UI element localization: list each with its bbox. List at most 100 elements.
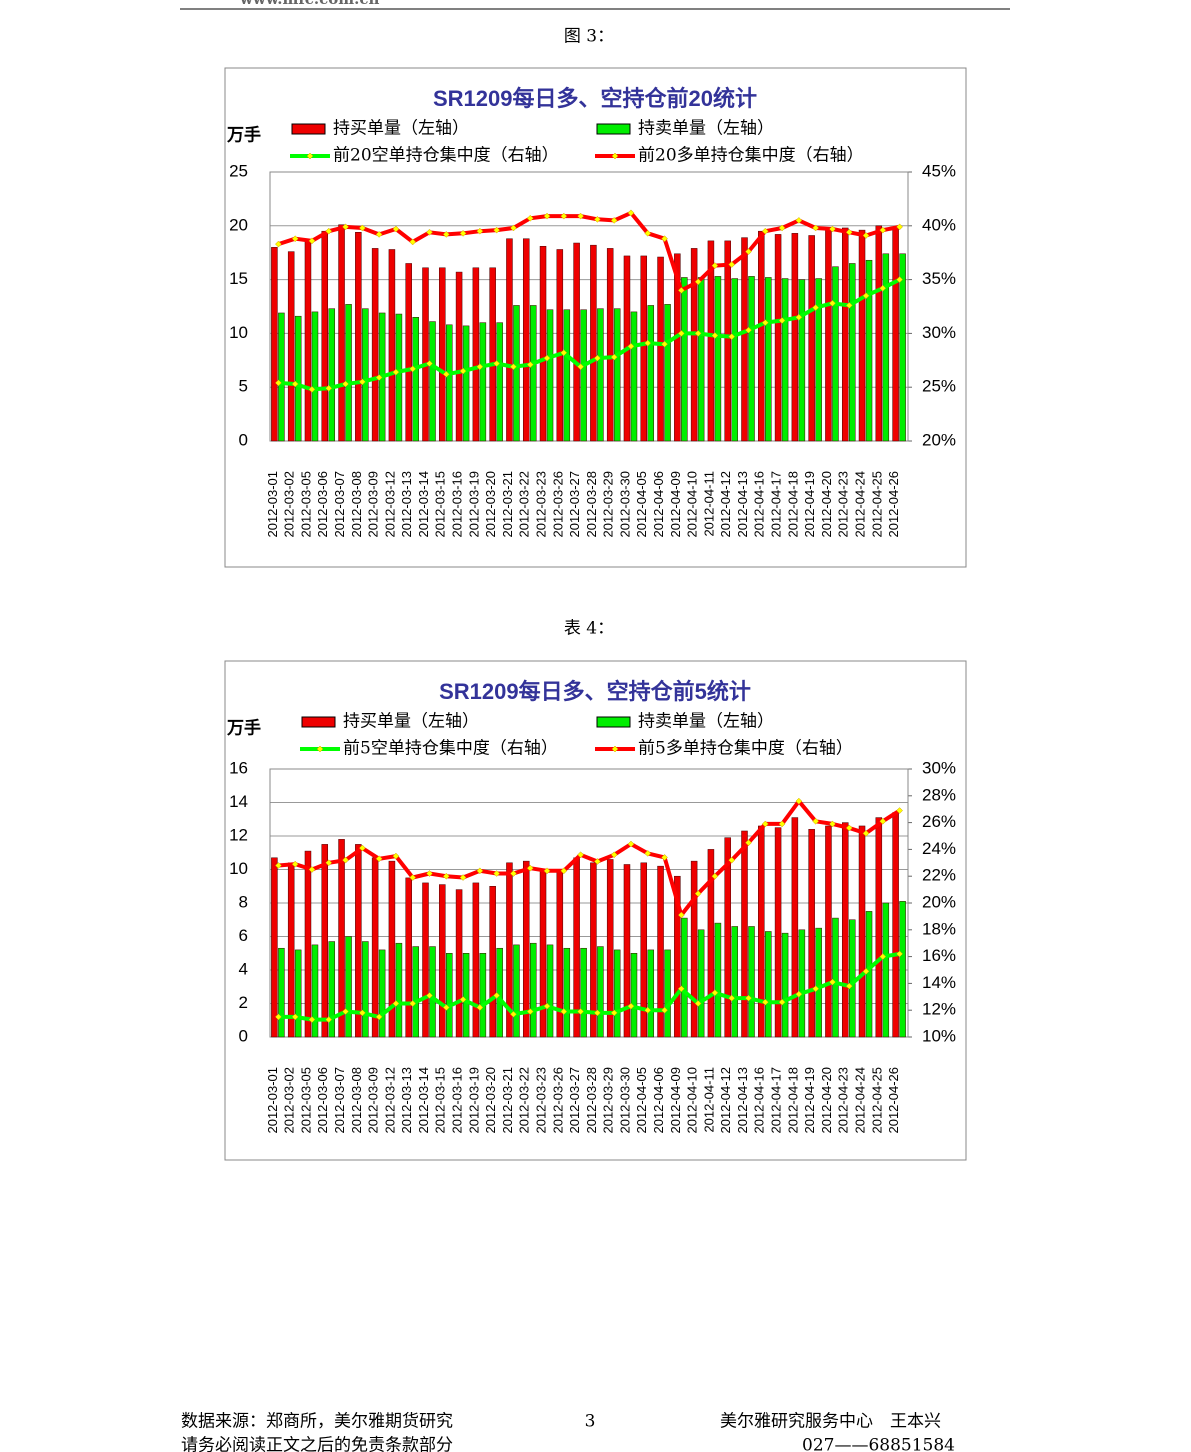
bar — [546, 944, 554, 1038]
line-marker — [728, 333, 736, 340]
bar — [597, 946, 604, 1038]
line-marker — [795, 797, 803, 805]
line-marker — [358, 378, 366, 386]
bar — [529, 942, 537, 1038]
line-marker — [543, 212, 551, 220]
line-marker — [627, 840, 635, 848]
line-marker — [375, 374, 383, 381]
y-tick-label: 15 — [229, 269, 248, 288]
bar — [479, 322, 487, 442]
x-tick-label: 2012-03-23 — [533, 1067, 548, 1134]
line-marker — [677, 287, 685, 294]
line-marker — [476, 363, 484, 371]
y-tick-label: 2 — [239, 993, 248, 1012]
x-tick-label: 2012-03-15 — [433, 471, 448, 538]
x-tick-label: 2012-04-19 — [802, 1067, 817, 1134]
bar — [405, 877, 412, 1038]
line-marker — [812, 224, 820, 232]
line-marker — [745, 839, 752, 847]
line-marker — [711, 989, 719, 997]
line-marker — [879, 817, 887, 825]
line-marker — [442, 370, 450, 378]
x-tick-label: 2012-03-02 — [282, 471, 297, 538]
line-marker — [308, 1016, 316, 1023]
y2-tick-label: 45% — [922, 161, 956, 180]
line-marker — [291, 235, 299, 243]
x-tick-label: 2012-04-05 — [634, 471, 649, 538]
footer-page: 3 — [585, 1412, 596, 1432]
x-tick-label: 2012-04-09 — [668, 1067, 683, 1134]
line-marker — [325, 859, 333, 867]
line-marker — [896, 276, 903, 283]
bar — [321, 230, 329, 442]
bar — [623, 864, 631, 1038]
bar — [765, 277, 772, 442]
bar — [338, 224, 345, 442]
line-marker — [610, 217, 618, 224]
line-marker — [745, 994, 752, 1002]
legend-swatch — [596, 123, 631, 135]
bar — [522, 238, 530, 442]
legend-swatch — [596, 716, 631, 728]
line-marker — [610, 1009, 618, 1017]
line-marker — [308, 866, 316, 873]
line-marker — [375, 1013, 383, 1021]
bar — [462, 325, 470, 442]
line-marker — [879, 953, 887, 960]
bar — [412, 946, 419, 1038]
bar — [640, 862, 648, 1038]
x-tick-label: 2012-03-20 — [483, 471, 498, 538]
bar — [875, 817, 883, 1038]
x-tick-label: 2012-03-08 — [349, 1067, 364, 1134]
y2-tick-label: 10% — [922, 1026, 956, 1045]
bar — [580, 947, 587, 1038]
bar — [825, 825, 832, 1038]
line-marker — [493, 360, 501, 367]
y-tick-label: 6 — [239, 926, 248, 945]
line-marker — [812, 304, 820, 311]
bar — [892, 812, 899, 1038]
line-marker — [476, 867, 484, 875]
line-marker — [829, 299, 836, 307]
line-marker — [442, 1004, 450, 1011]
x-tick-label: 2012-04-12 — [718, 1067, 733, 1134]
bar — [539, 869, 547, 1038]
bar — [446, 324, 453, 442]
line-marker — [627, 342, 635, 350]
line-marker — [325, 384, 333, 392]
bar — [681, 917, 688, 1038]
bar — [422, 882, 429, 1038]
bar — [640, 255, 648, 442]
x-tick-label: 2012-04-19 — [802, 471, 817, 538]
line-marker — [694, 278, 702, 286]
x-tick-label: 2012-04-23 — [836, 471, 851, 538]
line-marker — [291, 1013, 299, 1021]
y2-tick-label: 30% — [922, 323, 956, 342]
bar — [496, 322, 503, 442]
line-marker — [510, 363, 517, 371]
bar — [304, 850, 312, 1038]
y-tick-label: 14 — [229, 792, 248, 811]
footer-source: 数据来源：郑商所，美尔雅期货研究 — [181, 1412, 453, 1432]
bar — [388, 249, 396, 442]
bar — [546, 309, 554, 442]
line-marker — [426, 870, 433, 877]
line-marker — [442, 872, 450, 880]
bar — [563, 947, 571, 1038]
line-marker — [829, 225, 836, 233]
bar — [287, 862, 295, 1038]
y-tick-label: 25 — [229, 161, 248, 180]
line-marker — [409, 365, 417, 373]
bar — [455, 889, 463, 1038]
x-tick-label: 2012-04-06 — [651, 471, 666, 538]
bar — [714, 922, 722, 1038]
line-marker — [526, 361, 534, 368]
x-tick-label: 2012-03-21 — [500, 1067, 515, 1134]
y-axis-label: 万手 — [226, 124, 261, 144]
line-marker — [342, 223, 349, 231]
line-marker — [694, 330, 702, 337]
line-marker — [711, 332, 719, 339]
bar — [815, 927, 822, 1038]
bar — [664, 949, 671, 1038]
line-marker — [560, 1008, 568, 1015]
